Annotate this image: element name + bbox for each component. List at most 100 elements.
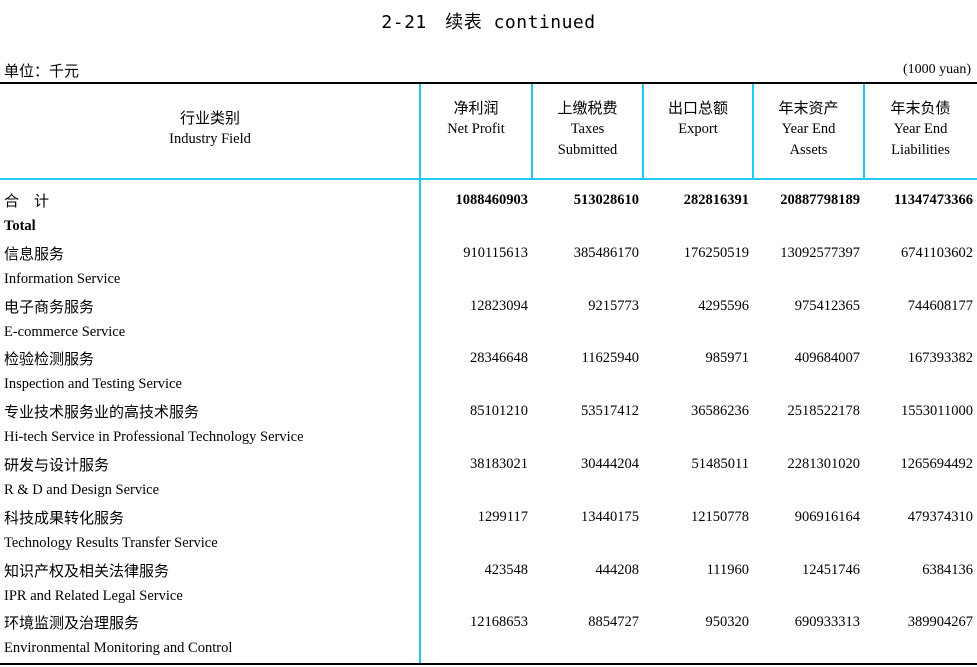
industry-name-cn: 知识产权及相关法律服务 <box>4 561 170 580</box>
column-divider <box>752 84 754 178</box>
column-header-en: Year End <box>781 121 836 137</box>
cell-value: 38183021 <box>470 456 528 472</box>
cell-value: 2281301020 <box>787 456 861 472</box>
column-divider <box>419 84 421 663</box>
table-row: 知识产权及相关法律服务 IPR and Related Legal Servic… <box>0 554 977 607</box>
column-divider <box>863 84 865 178</box>
cell-value: 167393382 <box>907 350 973 367</box>
cell-value: 13092577397 <box>780 244 860 261</box>
column-divider <box>531 84 533 178</box>
industry-name-cn: 研发与设计服务 <box>4 456 110 474</box>
cell-value: 9215773 <box>588 297 639 314</box>
unit-label-cn: 单位：千元 <box>4 64 80 80</box>
table-title: 2-21 续表 continued <box>381 12 596 33</box>
cell-value: 513028610 <box>573 192 639 208</box>
cell-value: 2518522178 <box>787 403 861 420</box>
cell-value: 423548 <box>484 561 529 578</box>
cell-value: 8854727 <box>588 614 639 631</box>
header-rule <box>0 178 977 180</box>
cell-value: 906916164 <box>794 508 860 525</box>
column-header: 年末资产 Year End Assets <box>753 84 864 178</box>
cell-value: 6384136 <box>922 561 973 578</box>
table-row: 科技成果转化服务 Technology Results Transfer Ser… <box>0 501 977 554</box>
cell-value: 11347473366 <box>894 192 973 208</box>
industry-name-cn: 环境监测及治理服务 <box>4 614 140 633</box>
column-header: 净利润 Net Profit <box>420 84 532 178</box>
cell-value: 282816391 <box>683 192 749 208</box>
unit-label-en: (1000 yuan) <box>902 62 971 77</box>
column-divider <box>642 84 644 178</box>
cell-value: 12150778 <box>691 508 749 525</box>
column-header-cn: 年末资产 <box>778 99 839 117</box>
industry-name-en: E-commerce Service <box>4 323 126 340</box>
cell-value: 12823094 <box>470 297 528 314</box>
industry-name-en: Environmental Monitoring and Control <box>4 640 233 657</box>
industry-name-cn: 检验检测服务 <box>4 350 95 369</box>
table-row: 信息服务 Information Service 910115613 3854861… <box>0 237 977 290</box>
industry-name-cn: 专业技术服务业的高技术服务 <box>4 403 200 422</box>
cell-value: 690933313 <box>794 614 860 631</box>
industry-name-cn: 科技成果转化服务 <box>4 508 125 527</box>
column-header-en-2: Assets <box>789 142 828 158</box>
industry-name-en: IPR and Related Legal Service <box>4 587 183 604</box>
cell-value: 111960 <box>706 561 749 578</box>
table-row: 专业技术服务业的高技术服务 Hi-tech Service in Profess… <box>0 395 977 448</box>
column-header-cn: 行业类别 <box>179 109 240 127</box>
cell-value: 20887798189 <box>780 192 860 208</box>
cell-value: 910115613 <box>463 244 528 261</box>
column-header-cn: 净利润 <box>453 99 499 117</box>
cell-value: 28346648 <box>470 350 528 367</box>
column-header-cn: 年末负债 <box>890 99 951 117</box>
cell-value: 6741103602 <box>901 244 973 261</box>
column-header-en: Industry Field <box>169 131 251 147</box>
column-header-cn: 出口总额 <box>667 99 728 117</box>
total-row: 合 计 Total 1088460903 513028610 282816391 208… <box>0 184 977 237</box>
cell-value: 950320 <box>705 614 750 631</box>
table-top-rule <box>0 82 977 84</box>
industry-name-en: Inspection and Testing Service <box>4 376 182 393</box>
column-header: 行业类别 Industry Field <box>0 84 420 178</box>
cell-value: 409684007 <box>794 350 860 367</box>
column-header-en: Export <box>678 121 718 137</box>
cell-value: 30444204 <box>581 456 639 472</box>
column-header: 出口总额 Export <box>643 84 753 178</box>
table-row: 研发与设计服务 R & D and Design Service 38183021… <box>0 448 977 501</box>
cell-value: 975412365 <box>794 297 860 314</box>
cell-value: 4295596 <box>698 297 749 314</box>
cell-value: 51485011 <box>691 456 749 472</box>
industry-name-cn: 合 计 <box>4 192 50 210</box>
column-header-cn: 上缴税费 <box>557 99 618 117</box>
cell-value: 13440175 <box>581 508 639 525</box>
industry-name-en: Information Service <box>4 270 121 287</box>
industry-name-cn: 电子商务服务 <box>4 297 95 316</box>
column-header: 上缴税费 Taxes Submitted <box>532 84 643 178</box>
cell-value: 11625940 <box>581 350 639 367</box>
cell-value: 1265694492 <box>900 456 974 472</box>
column-header: 年末负债 Year End Liabilities <box>864 84 977 178</box>
industry-name-en: Total <box>4 218 36 234</box>
column-header-en: Net Profit <box>447 121 505 137</box>
column-header-en-2: Liabilities <box>891 142 950 158</box>
column-header-en: Taxes <box>570 121 605 137</box>
cell-value: 389904267 <box>907 614 973 631</box>
cell-value: 85101210 <box>470 403 528 420</box>
cell-value: 1088460903 <box>455 192 529 208</box>
industry-name-en: R & D and Design Service <box>4 482 160 498</box>
cell-value: 385486170 <box>573 244 639 261</box>
cell-value: 36586236 <box>691 403 749 420</box>
cell-value: 744608177 <box>907 297 973 314</box>
cell-value: 444208 <box>595 561 640 578</box>
column-header-en: Year End <box>893 121 948 137</box>
industry-name-en: Hi-tech Service in Professional Technolo… <box>4 429 304 446</box>
cell-value: 1299117 <box>477 508 528 525</box>
cell-value: 12168653 <box>470 614 528 631</box>
industry-name-cn: 信息服务 <box>4 244 65 263</box>
table-row: 检验检测服务 Inspection and Testing Service 283… <box>0 342 977 395</box>
industry-name-en: Technology Results Transfer Service <box>4 534 218 551</box>
cell-value: 479374310 <box>907 508 973 525</box>
column-header-en-2: Submitted <box>557 142 618 158</box>
table-bottom-rule <box>0 663 977 665</box>
cell-value: 1553011000 <box>901 403 973 420</box>
cell-value: 176250519 <box>683 244 749 261</box>
